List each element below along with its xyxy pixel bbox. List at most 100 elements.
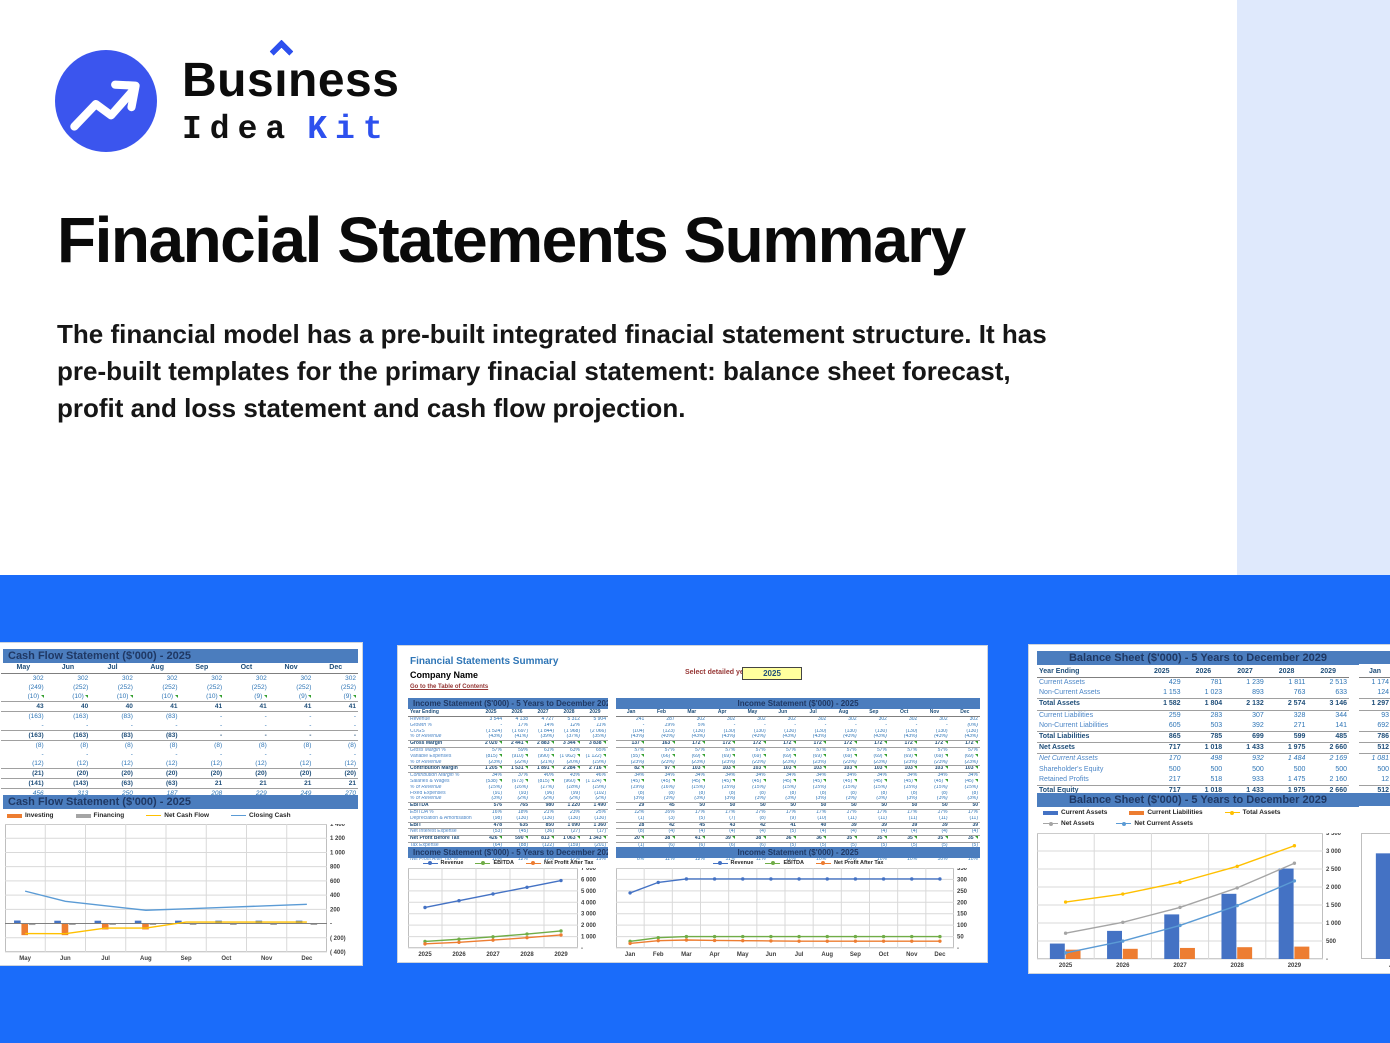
table-cell: 850 <box>530 821 556 830</box>
monthly-balance-chart-header <box>1359 793 1390 806</box>
table-cell: (45) <box>828 779 858 785</box>
table-cell: (45) <box>889 779 919 785</box>
table-cell: 217 <box>1168 775 1181 783</box>
svg-text:1 200: 1 200 <box>330 836 346 842</box>
legend-swatch-icon <box>75 813 91 818</box>
monthly-income-chart: 350 300 250 200 150 100 50 - Jan Feb Mar Apr May Jun J… <box>616 868 978 958</box>
svg-text:50: 50 <box>957 935 964 941</box>
table-cell: (16%) <box>661 784 675 790</box>
table-cell: 172 <box>797 740 829 748</box>
table-cell: (19%) <box>592 784 606 790</box>
table-cell: 2 441 <box>504 740 530 748</box>
table-row: 20 38 41 39 38 36 36 35 35 35 35 35 <box>616 835 980 843</box>
table-cell: (96) <box>545 790 554 796</box>
svg-text:Jan: Jan <box>1389 963 1390 969</box>
svg-text:Feb: Feb <box>653 952 664 958</box>
table-cell: (8) <box>880 790 887 796</box>
table-cell: 42 <box>737 821 768 830</box>
row-label: EBITDA % <box>410 809 434 815</box>
table-cell: 10% <box>846 856 857 862</box>
table-cell: 717 <box>1141 742 1183 755</box>
annual-income-statement-table: Year Ending 2025 2026 2027 2028 2029 Revenue 3 … <box>408 709 608 862</box>
table-cell: (8) <box>759 815 766 821</box>
growth-arrow-icon <box>70 80 140 131</box>
table-row: (55) (66) (69) (69) (69) (69) (69) (69) (69) (69)… <box>616 754 980 760</box>
table-cell: (5) <box>971 842 978 848</box>
table-cell: (990) <box>530 754 556 760</box>
table-cell: 2 160 <box>1329 775 1347 783</box>
table-cell: 12% <box>634 809 645 815</box>
table-row: (3%) (3%) (3%) (3%) (3%) (3%) (3%) (3%) (3%) (3%)… <box>616 796 980 802</box>
table-row: (8) (8) (8) (8) (8) (8) (8) (8) <box>1 741 358 751</box>
legend-label: Investing <box>25 812 54 819</box>
table-cell: 17% <box>846 809 857 815</box>
table-cell: 65% <box>595 747 606 753</box>
table-cell: (3%) <box>785 796 796 802</box>
table-cell: 302 <box>345 675 356 682</box>
table-header-row: May Jun Jul Aug Sep Oct Nov Dec <box>1 663 358 674</box>
svg-text:1 000: 1 000 <box>1326 921 1342 927</box>
table-cell: - <box>353 722 356 729</box>
table-cell: (8) <box>348 742 356 749</box>
svg-text:2029: 2029 <box>1288 963 1302 969</box>
table-cell: 270 <box>345 790 356 797</box>
chart-svg: 1 400 1 200 1 000 800 600 400 200 - ( 200) ( 400)… <box>5 824 346 962</box>
annual-income-chart-header: Income Statement ($'000) - 5 Years to De… <box>408 847 608 858</box>
table-row: (43%) (43%) (43%) (43%) (43%) (43%) (43%) (43%)… <box>616 734 980 740</box>
table-cell: 35 <box>888 835 920 843</box>
table-cell: 1 023 <box>1204 689 1223 697</box>
table-cell: (10) <box>180 692 225 702</box>
table-cell: 456 <box>32 790 44 797</box>
table-cell: 21% <box>543 809 554 815</box>
row-label: Growth % <box>410 722 432 728</box>
svg-text:300: 300 <box>957 877 968 883</box>
table-cell: (23%) <box>721 759 736 765</box>
table-cell: (8) <box>850 790 857 796</box>
balance-sheet-chart-header: Balance Sheet ($'000) - 5 Years to Decem… <box>1037 793 1359 807</box>
table-cell: 29 <box>616 802 647 810</box>
chart-svg: 350 300 250 200 150 100 50 - Jan Feb Mar Apr May Jun J… <box>616 868 968 958</box>
table-cell: (45) <box>768 779 798 785</box>
legend-item: Revenue <box>712 860 754 866</box>
table-cell: (23%) <box>873 759 887 765</box>
column-header: Nov <box>268 663 314 674</box>
table-cell: (252) <box>206 684 223 691</box>
legend-swatch-icon <box>231 815 247 816</box>
table-cell: 34% <box>694 772 705 779</box>
table-cell: 302 <box>848 716 857 723</box>
table-cell: 34% <box>876 772 887 779</box>
table-row: (45) (45) (45) (45) (45) (45) (45) (45) (45) (45)… <box>616 779 980 785</box>
table-cell: 50 <box>797 802 829 810</box>
table-of-contents-link[interactable]: Go to the Table of Contents <box>410 684 489 690</box>
table-cell: 500 <box>1252 765 1264 773</box>
table-cell: (15%) <box>903 784 918 790</box>
table-cell: 63% <box>569 747 580 753</box>
table-header-row: Year Ending 2025 2026 2027 2028 2029 <box>408 709 608 717</box>
legend-label: Net Current Assets <box>1134 820 1193 827</box>
table-cell: 103 <box>888 765 920 774</box>
table-cell: (64) <box>493 842 502 848</box>
cash-flow-chart-legend: Investing Financing Net Cash Flow Closing C… <box>7 812 291 819</box>
table-cell: (3%) <box>937 796 948 802</box>
table-cell: (43%) <box>903 734 918 740</box>
table-cell: (10) <box>46 692 91 702</box>
dotless-i: ı <box>274 53 289 107</box>
table-cell: 10% <box>491 856 502 862</box>
svg-text:1 400: 1 400 <box>330 824 346 828</box>
brand-idea: Idea <box>182 110 294 148</box>
year-select-input[interactable]: 2025 <box>742 667 802 680</box>
table-row: (104) (123) (130) (130) (130) (130) (130) (130)… <box>616 729 980 735</box>
table-cell: 35 <box>858 835 889 843</box>
table-cell: 97 <box>646 765 677 774</box>
table-cell: (7) <box>729 815 736 821</box>
balance-sheet-chart: 3 500 3 000 2 500 2 000 1 500 1 000 500 - 2025 20… <box>1037 833 1353 969</box>
legend-label: Revenue <box>730 860 754 866</box>
table-cell: - <box>309 722 312 729</box>
table-cell: 17% <box>517 722 528 728</box>
table-cell: (1 697) <box>512 728 528 734</box>
table-row: (21) (20) (20) (20) (20) (20) (20) (20) <box>1 768 358 779</box>
table-cell: 1 174 <box>1371 679 1389 686</box>
table-cell: (8) <box>638 828 645 835</box>
table-cell: 21 <box>224 778 269 789</box>
table-cell: 35 <box>949 835 980 843</box>
